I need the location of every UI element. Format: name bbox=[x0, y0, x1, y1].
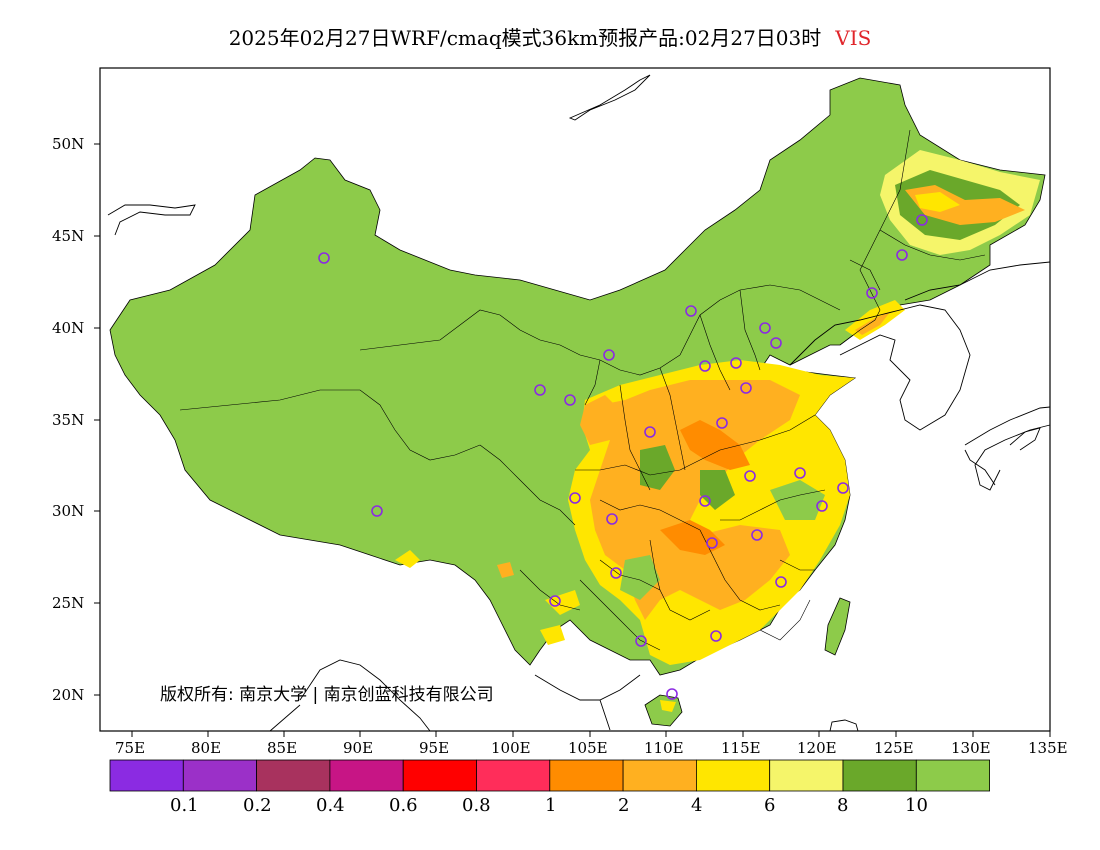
colorbar-label: 4 bbox=[691, 795, 703, 816]
colorbar-label: 0.1 bbox=[170, 795, 199, 816]
hainan-yellow bbox=[660, 700, 676, 712]
central-darkorange-zone bbox=[680, 420, 750, 470]
station-marker bbox=[794, 467, 806, 479]
guangxi-yellow-patch bbox=[545, 590, 580, 615]
station-marker bbox=[770, 337, 782, 349]
station-marker bbox=[644, 426, 656, 438]
colorbar-swatch bbox=[256, 759, 331, 792]
station-marker bbox=[775, 576, 787, 588]
colorbar-label: 1 bbox=[545, 795, 557, 816]
green-patch-4 bbox=[700, 470, 735, 510]
green-patch-1 bbox=[640, 445, 675, 490]
station-markers bbox=[318, 214, 928, 700]
station-marker bbox=[837, 482, 849, 494]
station-marker bbox=[564, 394, 576, 406]
station-marker bbox=[699, 360, 711, 372]
colorbar-swatch bbox=[549, 759, 624, 792]
lon-label: 135E bbox=[1028, 739, 1068, 757]
colorbar-label: 2 bbox=[618, 795, 630, 816]
station-marker bbox=[896, 249, 908, 261]
colorbar-label: 0.4 bbox=[316, 795, 345, 816]
colorbar-swatch bbox=[182, 759, 258, 792]
map-title: 2025年02月27日WRF/cmaq模式36km预报产品:02月27日03时 V… bbox=[0, 22, 1100, 51]
colorbar-swatch bbox=[329, 759, 404, 792]
axis-ticks bbox=[94, 143, 1051, 737]
title-variable: VIS bbox=[835, 26, 872, 50]
colorbar-swatch bbox=[842, 759, 917, 792]
green-patch-3 bbox=[770, 480, 825, 520]
lat-label: 50N bbox=[52, 135, 85, 153]
title-main: 2025年02月27日WRF/cmaq模式36km预报产品:02月27日03时 bbox=[228, 26, 822, 50]
station-marker bbox=[866, 287, 878, 299]
liaoning-orange-zone bbox=[855, 312, 890, 335]
lon-label: 115E bbox=[721, 739, 761, 757]
colorbar-label: 6 bbox=[764, 795, 776, 816]
colorbar-swatch bbox=[622, 759, 697, 792]
lon-label: 100E bbox=[491, 739, 531, 757]
sichuan-orange-zone bbox=[580, 395, 620, 445]
lon-label: 125E bbox=[874, 739, 914, 757]
lat-label: 30N bbox=[52, 502, 85, 520]
station-marker bbox=[699, 495, 711, 507]
lat-label: 25N bbox=[52, 594, 85, 612]
station-marker bbox=[685, 305, 697, 317]
green-patch-2 bbox=[620, 555, 660, 600]
lon-label: 130E bbox=[951, 739, 991, 757]
lon-label: 85E bbox=[267, 739, 298, 757]
northeast-yellow-core bbox=[915, 192, 960, 212]
lon-label: 110E bbox=[644, 739, 684, 757]
copyright-notice: 版权所有: 南京大学 | 南京创蓝科技有限公司 bbox=[160, 685, 494, 705]
station-marker bbox=[635, 635, 647, 647]
lon-label: 90E bbox=[343, 739, 374, 757]
colorbar-label: 0.2 bbox=[243, 795, 272, 816]
lon-label: 105E bbox=[568, 739, 608, 757]
colorbar-swatch bbox=[109, 759, 184, 792]
station-marker bbox=[318, 252, 330, 264]
station-marker bbox=[534, 384, 546, 396]
station-marker bbox=[710, 630, 722, 642]
colorbar bbox=[109, 759, 990, 792]
station-marker bbox=[371, 505, 383, 517]
colorbar-swatch bbox=[402, 759, 477, 792]
lon-label: 75E bbox=[115, 739, 146, 757]
colorbar-label: 0.6 bbox=[389, 795, 418, 816]
lat-label: 45N bbox=[52, 227, 85, 245]
station-marker bbox=[730, 357, 742, 369]
yunnan-orange-patch bbox=[497, 562, 514, 578]
station-marker bbox=[666, 688, 678, 700]
taiwan-island bbox=[824, 597, 851, 656]
station-marker bbox=[916, 214, 928, 226]
station-marker bbox=[740, 382, 752, 394]
station-marker bbox=[569, 492, 581, 504]
yunnan-yellow-patch bbox=[540, 625, 565, 645]
colorbar-label: 10 bbox=[905, 795, 928, 816]
station-marker bbox=[759, 322, 771, 334]
colorbar-label: 8 bbox=[837, 795, 849, 816]
tibet-yellow-patch bbox=[395, 550, 420, 568]
lon-label: 80E bbox=[191, 739, 222, 757]
lat-label: 20N bbox=[52, 686, 85, 704]
colorbar-swatch bbox=[769, 759, 844, 792]
station-marker bbox=[744, 470, 756, 482]
station-marker bbox=[606, 513, 618, 525]
station-marker bbox=[603, 349, 615, 361]
lon-label: 120E bbox=[797, 739, 837, 757]
station-marker bbox=[816, 500, 828, 512]
province-boundaries bbox=[179, 129, 986, 651]
lon-label: 95E bbox=[419, 739, 450, 757]
colorbar-swatch bbox=[696, 759, 771, 792]
lat-label: 40N bbox=[52, 319, 85, 337]
station-marker bbox=[716, 417, 728, 429]
colorbar-swatch bbox=[476, 759, 551, 792]
station-marker bbox=[549, 595, 561, 607]
station-marker bbox=[751, 529, 763, 541]
station-marker bbox=[610, 567, 622, 579]
colorbar-swatch bbox=[915, 759, 990, 792]
station-marker bbox=[706, 537, 718, 549]
neighbor-outlines bbox=[107, 74, 1051, 732]
colorbar-label: 0.8 bbox=[462, 795, 491, 816]
lat-label: 35N bbox=[52, 411, 85, 429]
